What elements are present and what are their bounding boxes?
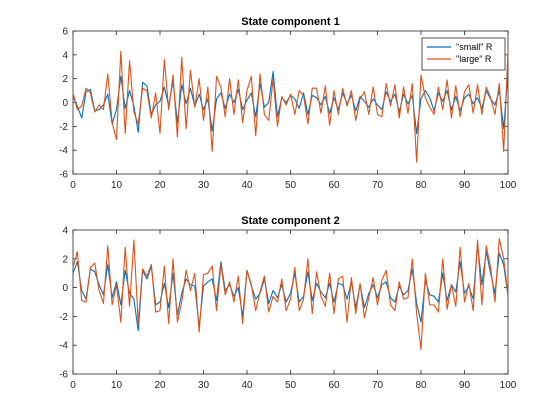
- y-tick-label: 2: [62, 254, 68, 265]
- series-line-2: [72, 50, 509, 163]
- x-tick-label: 90: [459, 380, 471, 391]
- x-tick-label: 30: [198, 180, 210, 191]
- series-line-1: [72, 243, 509, 332]
- y-tick-label: 4: [62, 50, 68, 61]
- legend-box: [421, 37, 506, 71]
- x-tick-label: 100: [500, 380, 517, 391]
- y-tick-label: 2: [62, 74, 68, 85]
- chart-2: State component 20 10 20 30 40 50 60 70 80 90 100-…: [59, 215, 517, 391]
- y-tick-label: 4: [62, 226, 68, 237]
- x-tick-label: 30: [198, 380, 210, 391]
- legend: "small" R "large" R: [421, 37, 506, 71]
- x-tick-label: 100: [500, 180, 517, 191]
- x-tick-label: 80: [415, 180, 427, 191]
- y-tick-label: 0: [62, 98, 68, 109]
- x-tick-label: 50: [285, 380, 297, 391]
- y-tick-label: -6: [59, 370, 68, 381]
- y-tick-label: -2: [59, 312, 68, 323]
- x-tick-label: 10: [111, 380, 123, 391]
- y-tick-label: -2: [59, 122, 68, 133]
- chart-title: State component 2: [241, 215, 339, 227]
- x-tick-label: 80: [415, 380, 427, 391]
- chart-1: State component 10 10 20 30 40 50 60 70 80 90 100-…: [59, 16, 517, 191]
- x-tick-label: 60: [328, 180, 340, 191]
- x-tick-label: 10: [111, 180, 123, 191]
- legend-label: "large" R: [456, 54, 492, 64]
- x-tick-label: 20: [154, 380, 166, 391]
- x-tick-label: 70: [372, 180, 384, 191]
- x-tick-label: 20: [154, 180, 166, 191]
- x-tick-label: 50: [285, 180, 297, 191]
- y-tick-label: -4: [59, 146, 68, 157]
- x-tick-label: 40: [241, 380, 253, 391]
- y-tick-label: 0: [62, 283, 68, 294]
- y-tick-label: -6: [59, 170, 68, 181]
- x-tick-label: 0: [70, 380, 76, 391]
- y-tick-label: -4: [59, 341, 68, 352]
- y-tick-label: 6: [62, 27, 68, 38]
- x-tick-label: 40: [241, 180, 253, 191]
- x-tick-label: 70: [372, 380, 384, 391]
- x-tick-label: 0: [70, 180, 76, 191]
- x-tick-label: 60: [328, 380, 340, 391]
- plot-area: [72, 229, 509, 375]
- chart-title: State component 1: [241, 16, 339, 28]
- legend-label: "small" R: [456, 42, 493, 52]
- x-tick-label: 90: [459, 180, 471, 191]
- series-line-2: [72, 238, 509, 351]
